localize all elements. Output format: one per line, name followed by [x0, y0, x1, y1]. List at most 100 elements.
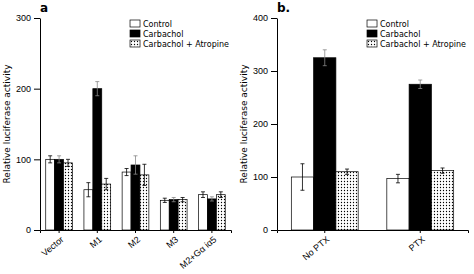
y-axis: 0 100 200 300: [16, 13, 41, 235]
y-tick-mark: [271, 71, 277, 72]
y-tick-label: 400: [253, 13, 268, 23]
y-tick: 100: [253, 172, 277, 182]
series: [291, 164, 409, 230]
bar: [131, 165, 140, 230]
error-bar: [441, 168, 445, 173]
series: [64, 159, 226, 230]
y-tick-mark: [34, 89, 40, 90]
error-bar: [66, 159, 70, 166]
x-tick-label: M1: [88, 234, 104, 250]
x-tick: M1: [88, 230, 104, 250]
y-tick-label: 300: [253, 66, 268, 76]
x-tick-label: Vector: [40, 234, 66, 258]
y-tick: 0: [263, 225, 277, 235]
bar: [122, 172, 131, 230]
x-axis-line: [278, 231, 469, 234]
x-tick-mark: [135, 230, 136, 233]
plot-area: [291, 50, 453, 230]
error-bar: [95, 82, 99, 96]
y-axis-line: [277, 19, 278, 231]
y-axis-title: Relative luciferase activity: [2, 64, 12, 184]
x-tick: Vector: [40, 230, 66, 258]
y-tick: 200: [16, 84, 40, 94]
legend-item: Carbachol + Atropine: [367, 40, 466, 49]
bar: [207, 199, 216, 230]
legend-swatch: [367, 20, 377, 27]
legend-swatch: [130, 40, 140, 47]
series: [55, 82, 217, 230]
legend-label: Carbachol + Atropine: [143, 40, 229, 49]
x-tick: No PTX: [301, 230, 332, 262]
title: a: [40, 1, 48, 15]
error-bar: [219, 192, 223, 198]
error-bar: [172, 197, 176, 201]
x-tick: M2: [126, 230, 142, 250]
y-tick: 300: [16, 13, 40, 23]
bar: [216, 195, 225, 230]
error-bar: [345, 169, 349, 174]
legend-swatch: [367, 30, 377, 37]
y-tick-mark: [34, 159, 40, 160]
y-axis: 0 100 200 300 400: [253, 13, 278, 235]
x-axis-line: [41, 231, 232, 234]
x-tick-label: M3: [164, 234, 180, 250]
series: [46, 156, 208, 230]
x-tick-mark: [211, 230, 212, 233]
legend-item: Carbachol: [367, 30, 420, 39]
legend-label: Carbachol: [380, 30, 420, 39]
bar: [64, 163, 73, 230]
y-tick-label: 0: [26, 225, 31, 235]
y-tick: 100: [16, 155, 40, 165]
bar: [387, 179, 409, 230]
y-tick-label: 0: [263, 225, 268, 235]
error-bar: [181, 197, 185, 201]
bar: [102, 184, 111, 230]
panel: 0 100 200 300 Vector M1 M2 M3M2+Gα iα5 a Relative…: [2, 1, 232, 271]
y-tick-mark: [271, 124, 277, 125]
x-tick-mark: [324, 230, 325, 233]
series: [336, 168, 454, 230]
y-tick: 0: [26, 225, 40, 235]
y-tick-label: 200: [253, 119, 268, 129]
x-tick: M2+Gα iα5: [178, 230, 219, 271]
bar: [199, 195, 208, 230]
bar: [169, 200, 178, 230]
y-tick: 300: [253, 66, 277, 76]
y-tick-label: 200: [16, 84, 31, 94]
legend-label: Carbachol + Atropine: [380, 40, 466, 49]
bar: [160, 200, 169, 230]
y-tick-mark: [271, 18, 277, 19]
error-bar: [134, 156, 138, 174]
legend-item: Control: [367, 20, 409, 29]
x-tick-mark: [173, 230, 174, 233]
legend-item: Control: [130, 20, 172, 29]
y-tick: 200: [253, 119, 277, 129]
legend-item: Carbachol + Atropine: [130, 40, 229, 49]
y-tick-mark: [34, 18, 40, 19]
series: [314, 50, 432, 230]
y-axis-title: Relative luciferase activity: [239, 64, 249, 184]
plot-area: [46, 82, 226, 230]
panel: 0 100 200 300 400 No PTX PTX b. Relative lucifer…: [239, 1, 469, 262]
error-bar: [396, 174, 400, 182]
error-bar: [125, 169, 129, 176]
y-axis-line: [40, 19, 41, 231]
title: b.: [277, 1, 290, 15]
error-bar: [323, 50, 327, 66]
error-bar: [104, 178, 108, 189]
bar: [178, 200, 187, 230]
x-tick-label: No PTX: [301, 234, 332, 262]
bar: [336, 172, 358, 230]
x-tick-label: PTX: [407, 234, 427, 253]
bar: [55, 159, 64, 230]
legend-swatch: [130, 20, 140, 27]
legend-swatch: [367, 40, 377, 47]
legend-swatch: [130, 30, 140, 37]
x-tick-mark: [97, 230, 98, 233]
x-tick-label: M2: [126, 234, 142, 250]
error-bar: [210, 197, 214, 201]
bar: [409, 84, 431, 230]
y-tick-mark: [271, 177, 277, 178]
bar: [431, 171, 453, 230]
x-tick-mark: [59, 230, 60, 233]
